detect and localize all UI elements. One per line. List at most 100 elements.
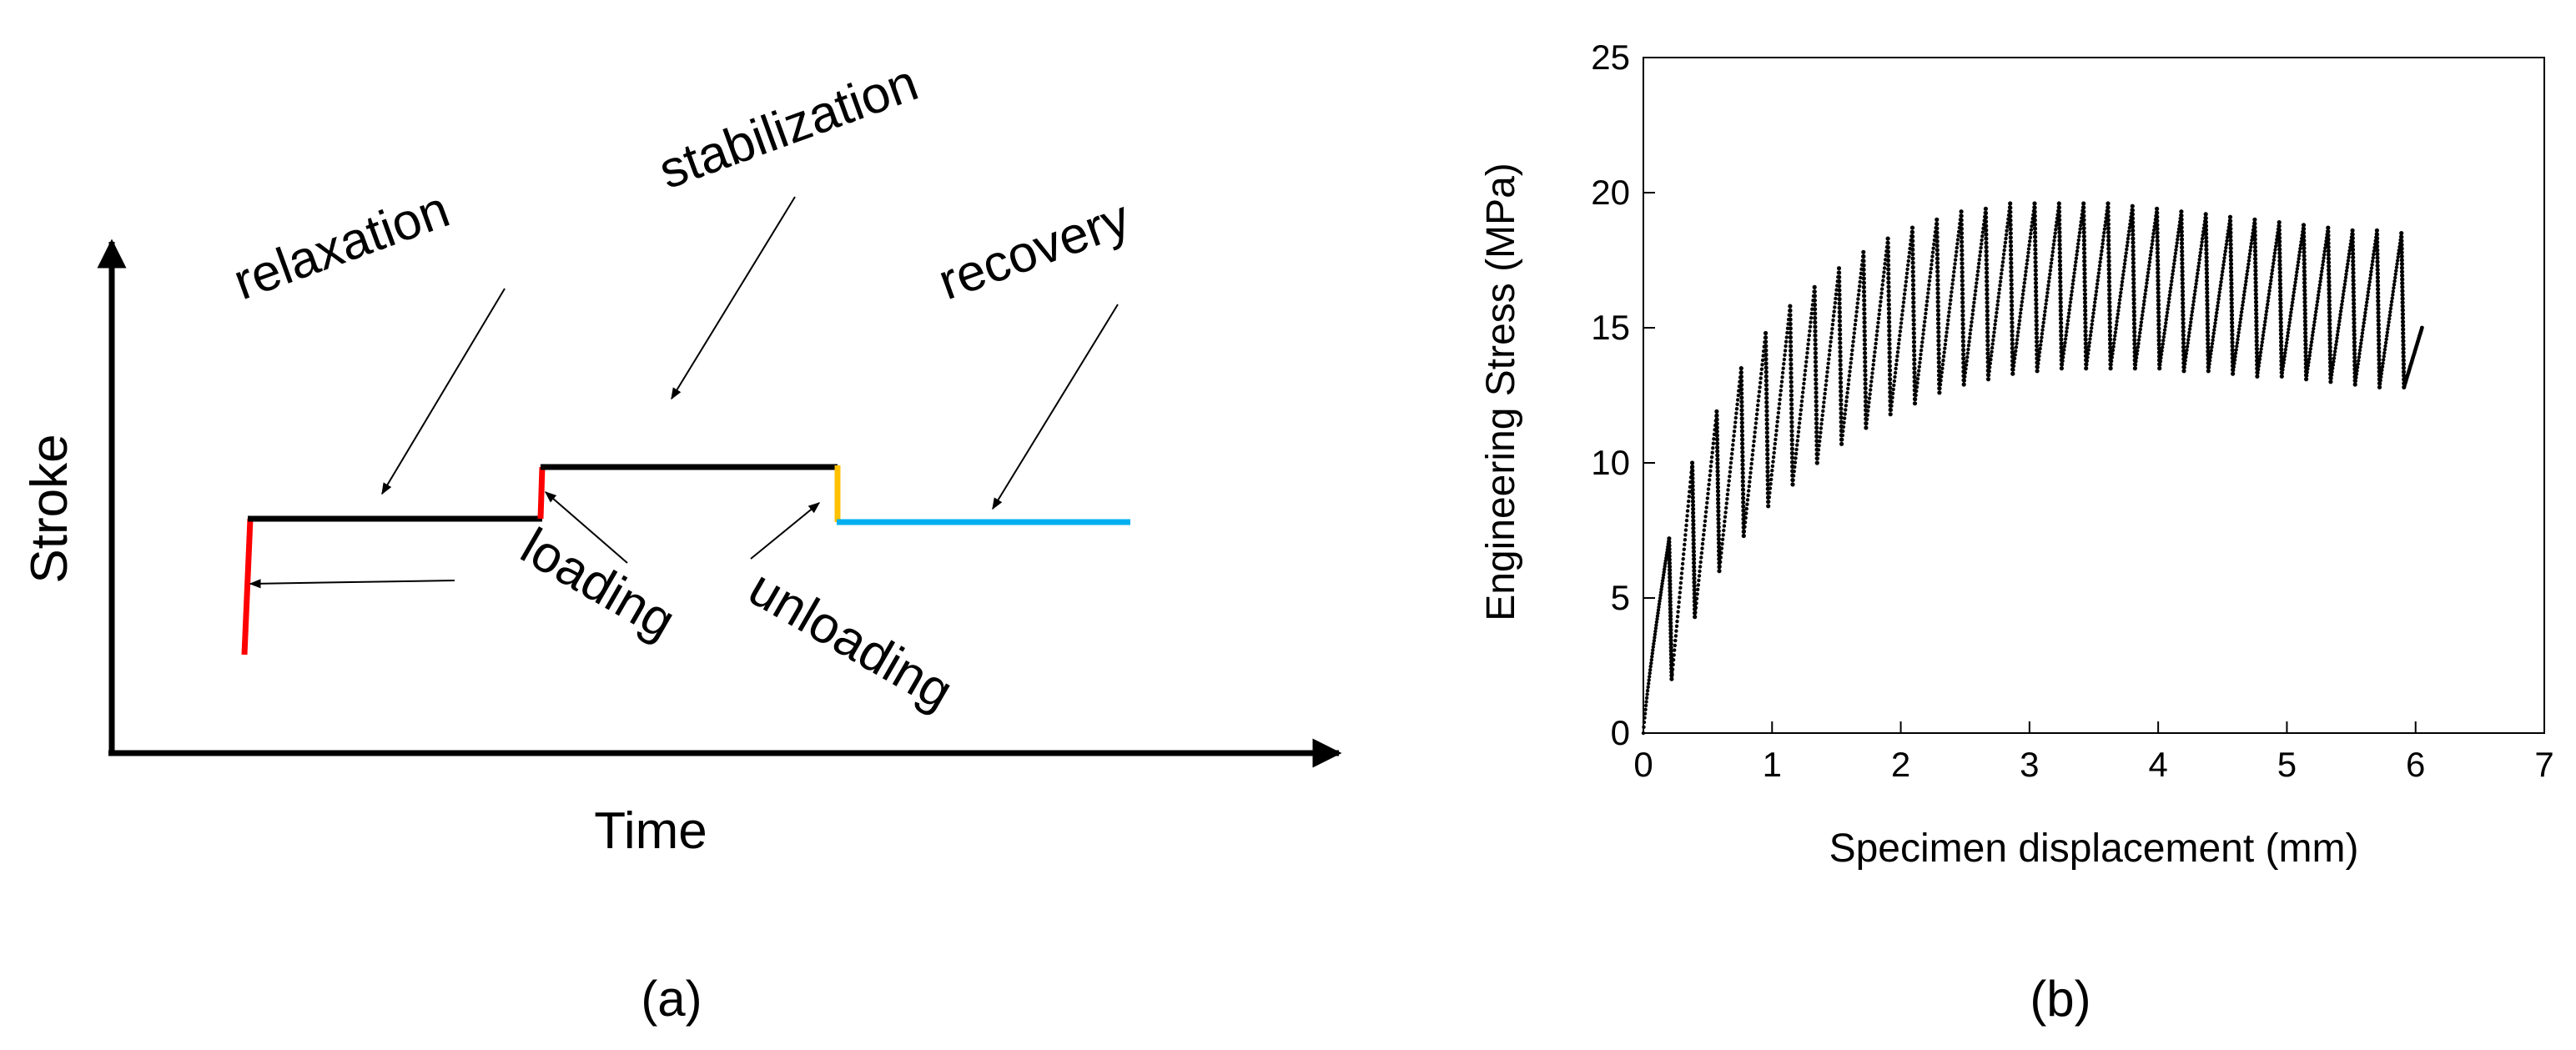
data-point [1985, 317, 1990, 322]
data-point [2155, 254, 2161, 259]
data-point [1788, 321, 1793, 327]
data-point [1970, 320, 1974, 324]
data-point [1644, 696, 1649, 701]
data-point [1994, 319, 1998, 323]
data-point [1996, 295, 2000, 299]
data-point [1899, 321, 1904, 325]
data-point [2302, 261, 2307, 266]
data-point [2204, 259, 2209, 264]
data-point [2375, 248, 2380, 253]
data-point [2196, 268, 2201, 272]
data-point [1668, 592, 1673, 597]
data-point [2230, 328, 2235, 333]
data-point [2260, 340, 2264, 344]
data-point [2144, 284, 2148, 289]
data-point [2029, 228, 2034, 232]
data-point [2033, 247, 2038, 252]
data-point [1697, 574, 1702, 578]
data-point [2010, 333, 2015, 338]
data-point [2221, 269, 2225, 274]
data-point [1959, 231, 1965, 236]
unloading-arrow [750, 502, 821, 560]
data-point [1741, 491, 1746, 496]
data-point [1911, 291, 1916, 296]
data-point [2091, 311, 2096, 315]
data-point [1789, 357, 1794, 362]
data-point [2082, 267, 2087, 272]
data-point [1763, 348, 1768, 353]
data-point [1856, 293, 1861, 297]
data-point [1962, 382, 1966, 387]
data-point [1896, 346, 1900, 350]
data-point [1838, 380, 1844, 385]
data-point [2101, 234, 2106, 239]
data-point [1834, 292, 1839, 296]
data-point [2156, 298, 2161, 303]
data-point [2363, 307, 2368, 311]
data-point [2304, 377, 2308, 381]
data-point [1992, 326, 1997, 330]
data-point [2218, 284, 2223, 288]
data-point [2252, 237, 2257, 242]
data-point [2350, 228, 2355, 233]
data-point [2071, 279, 2075, 283]
data-point [1837, 279, 1842, 284]
data-point [2229, 293, 2234, 298]
data-point [2254, 343, 2259, 348]
data-point [1911, 304, 1916, 309]
data-point [1807, 334, 1811, 338]
data-point [2052, 234, 2057, 239]
data-point [1888, 385, 1893, 390]
data-point [2254, 339, 2259, 344]
data-point [1668, 638, 1673, 643]
data-point [1842, 416, 1847, 420]
data-point [2146, 267, 2151, 271]
data-point [1789, 446, 1794, 451]
data-point [1991, 338, 1995, 342]
data-point [2388, 306, 2393, 311]
data-point [2303, 334, 2308, 339]
data-point [2082, 284, 2087, 289]
data-point [1977, 261, 1981, 266]
data-point [1814, 373, 1819, 378]
data-point [2375, 236, 2380, 241]
data-point [2380, 364, 2385, 369]
data-point [2131, 301, 2136, 306]
data-point [1924, 304, 1929, 308]
data-point [1882, 266, 1887, 270]
data-point [1838, 340, 1843, 345]
data-point [1716, 513, 1721, 518]
data-point [2114, 326, 2118, 331]
data-point [1863, 381, 1868, 386]
data-point [1869, 379, 1874, 384]
data-point [2400, 281, 2405, 286]
data-point [1869, 388, 1873, 392]
data-point [1716, 540, 1722, 545]
data-point [2309, 340, 2314, 344]
data-point [1650, 651, 1655, 656]
data-point [2253, 260, 2258, 265]
data-point [1955, 238, 1960, 242]
data-point [2353, 382, 2357, 387]
data-point [2282, 358, 2287, 362]
data-point [2172, 258, 2176, 263]
data-point [1739, 408, 1744, 413]
data-point [2223, 249, 2227, 254]
data-point [1660, 581, 1664, 585]
data-point [2234, 348, 2238, 352]
data-point [1839, 402, 1844, 407]
data-point [1984, 249, 1989, 254]
data-point [1692, 580, 1697, 585]
data-point [2146, 270, 2151, 275]
data-point [2196, 271, 2200, 276]
data-point [2126, 236, 2131, 241]
data-point [1950, 282, 1955, 286]
data-point [1839, 393, 1844, 398]
data-point [2308, 350, 2312, 354]
data-point [2155, 206, 2160, 211]
data-point [2210, 344, 2214, 349]
data-point [1814, 381, 1819, 386]
data-point [2220, 273, 2224, 278]
y-tick-label: 10 [1591, 443, 1630, 482]
data-point [2375, 267, 2380, 272]
